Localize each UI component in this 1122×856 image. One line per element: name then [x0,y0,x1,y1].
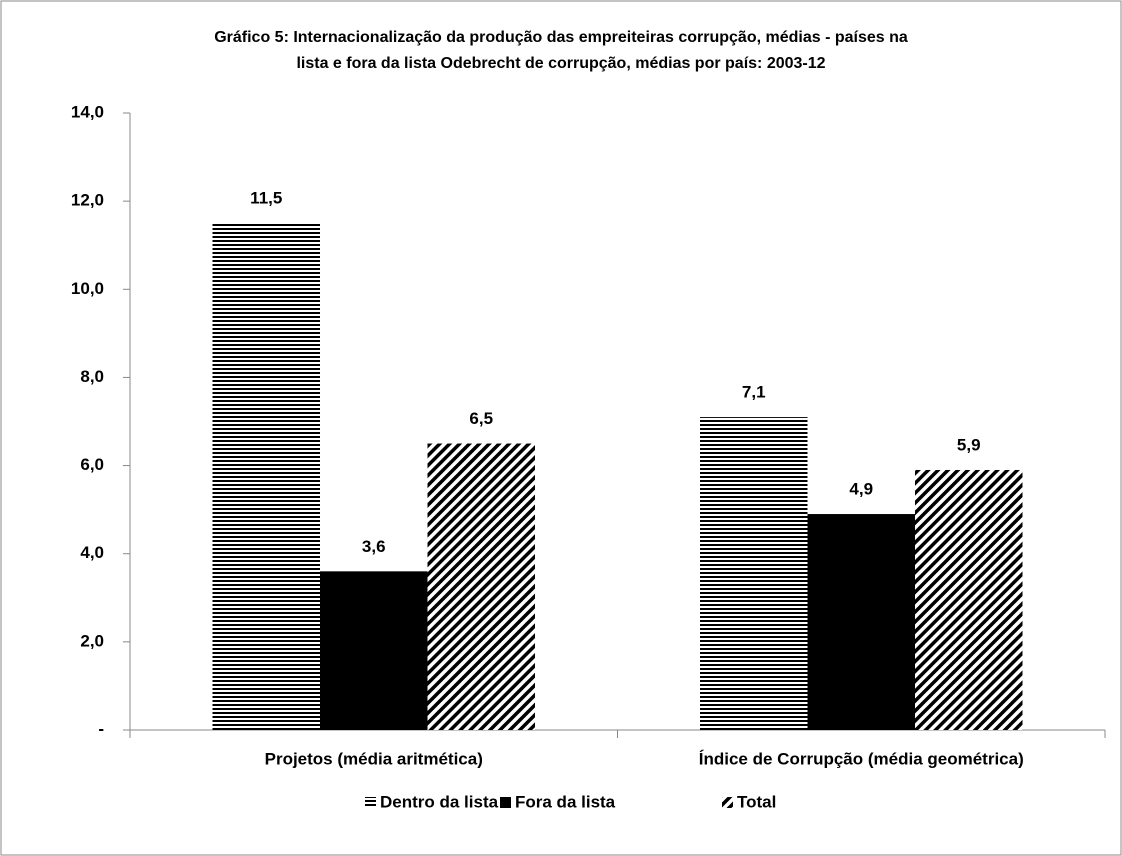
legend-label: Dentro da lista [380,792,499,811]
chart-title: lista e fora da lista Odebrecht de corru… [296,55,825,72]
bar [700,417,808,730]
bar [427,443,535,730]
value-label: 3,6 [362,537,386,556]
y-tick-label: 10,0 [71,279,104,298]
x-tick-label: Projetos (média aritmética) [265,749,483,768]
bar [212,223,320,730]
y-tick-label: 14,0 [71,102,104,121]
y-tick-label: 12,0 [71,191,104,210]
bar [915,469,1023,730]
y-tick-label: 2,0 [80,631,104,650]
value-label: 11,5 [250,189,282,208]
legend-swatch [500,797,511,808]
bar [807,514,915,730]
bar [320,571,428,730]
y-tick-label: 8,0 [80,367,104,386]
value-label: 5,9 [957,435,981,454]
value-label: 7,1 [742,383,766,402]
chart-title: Gráfico 5: Internacionalização da produç… [214,29,908,46]
y-tick-label: 4,0 [80,543,104,562]
y-tick-label: - [98,719,104,738]
legend-label: Total [737,792,776,811]
x-tick-label: Índice de Corrupção (média geométrica) [699,749,1024,768]
value-label: 6,5 [469,409,493,428]
legend-swatch [722,797,733,808]
legend-swatch [365,797,376,808]
y-tick-label: 6,0 [80,455,104,474]
value-label: 4,9 [849,480,873,499]
legend-label: Fora da lista [515,792,616,811]
